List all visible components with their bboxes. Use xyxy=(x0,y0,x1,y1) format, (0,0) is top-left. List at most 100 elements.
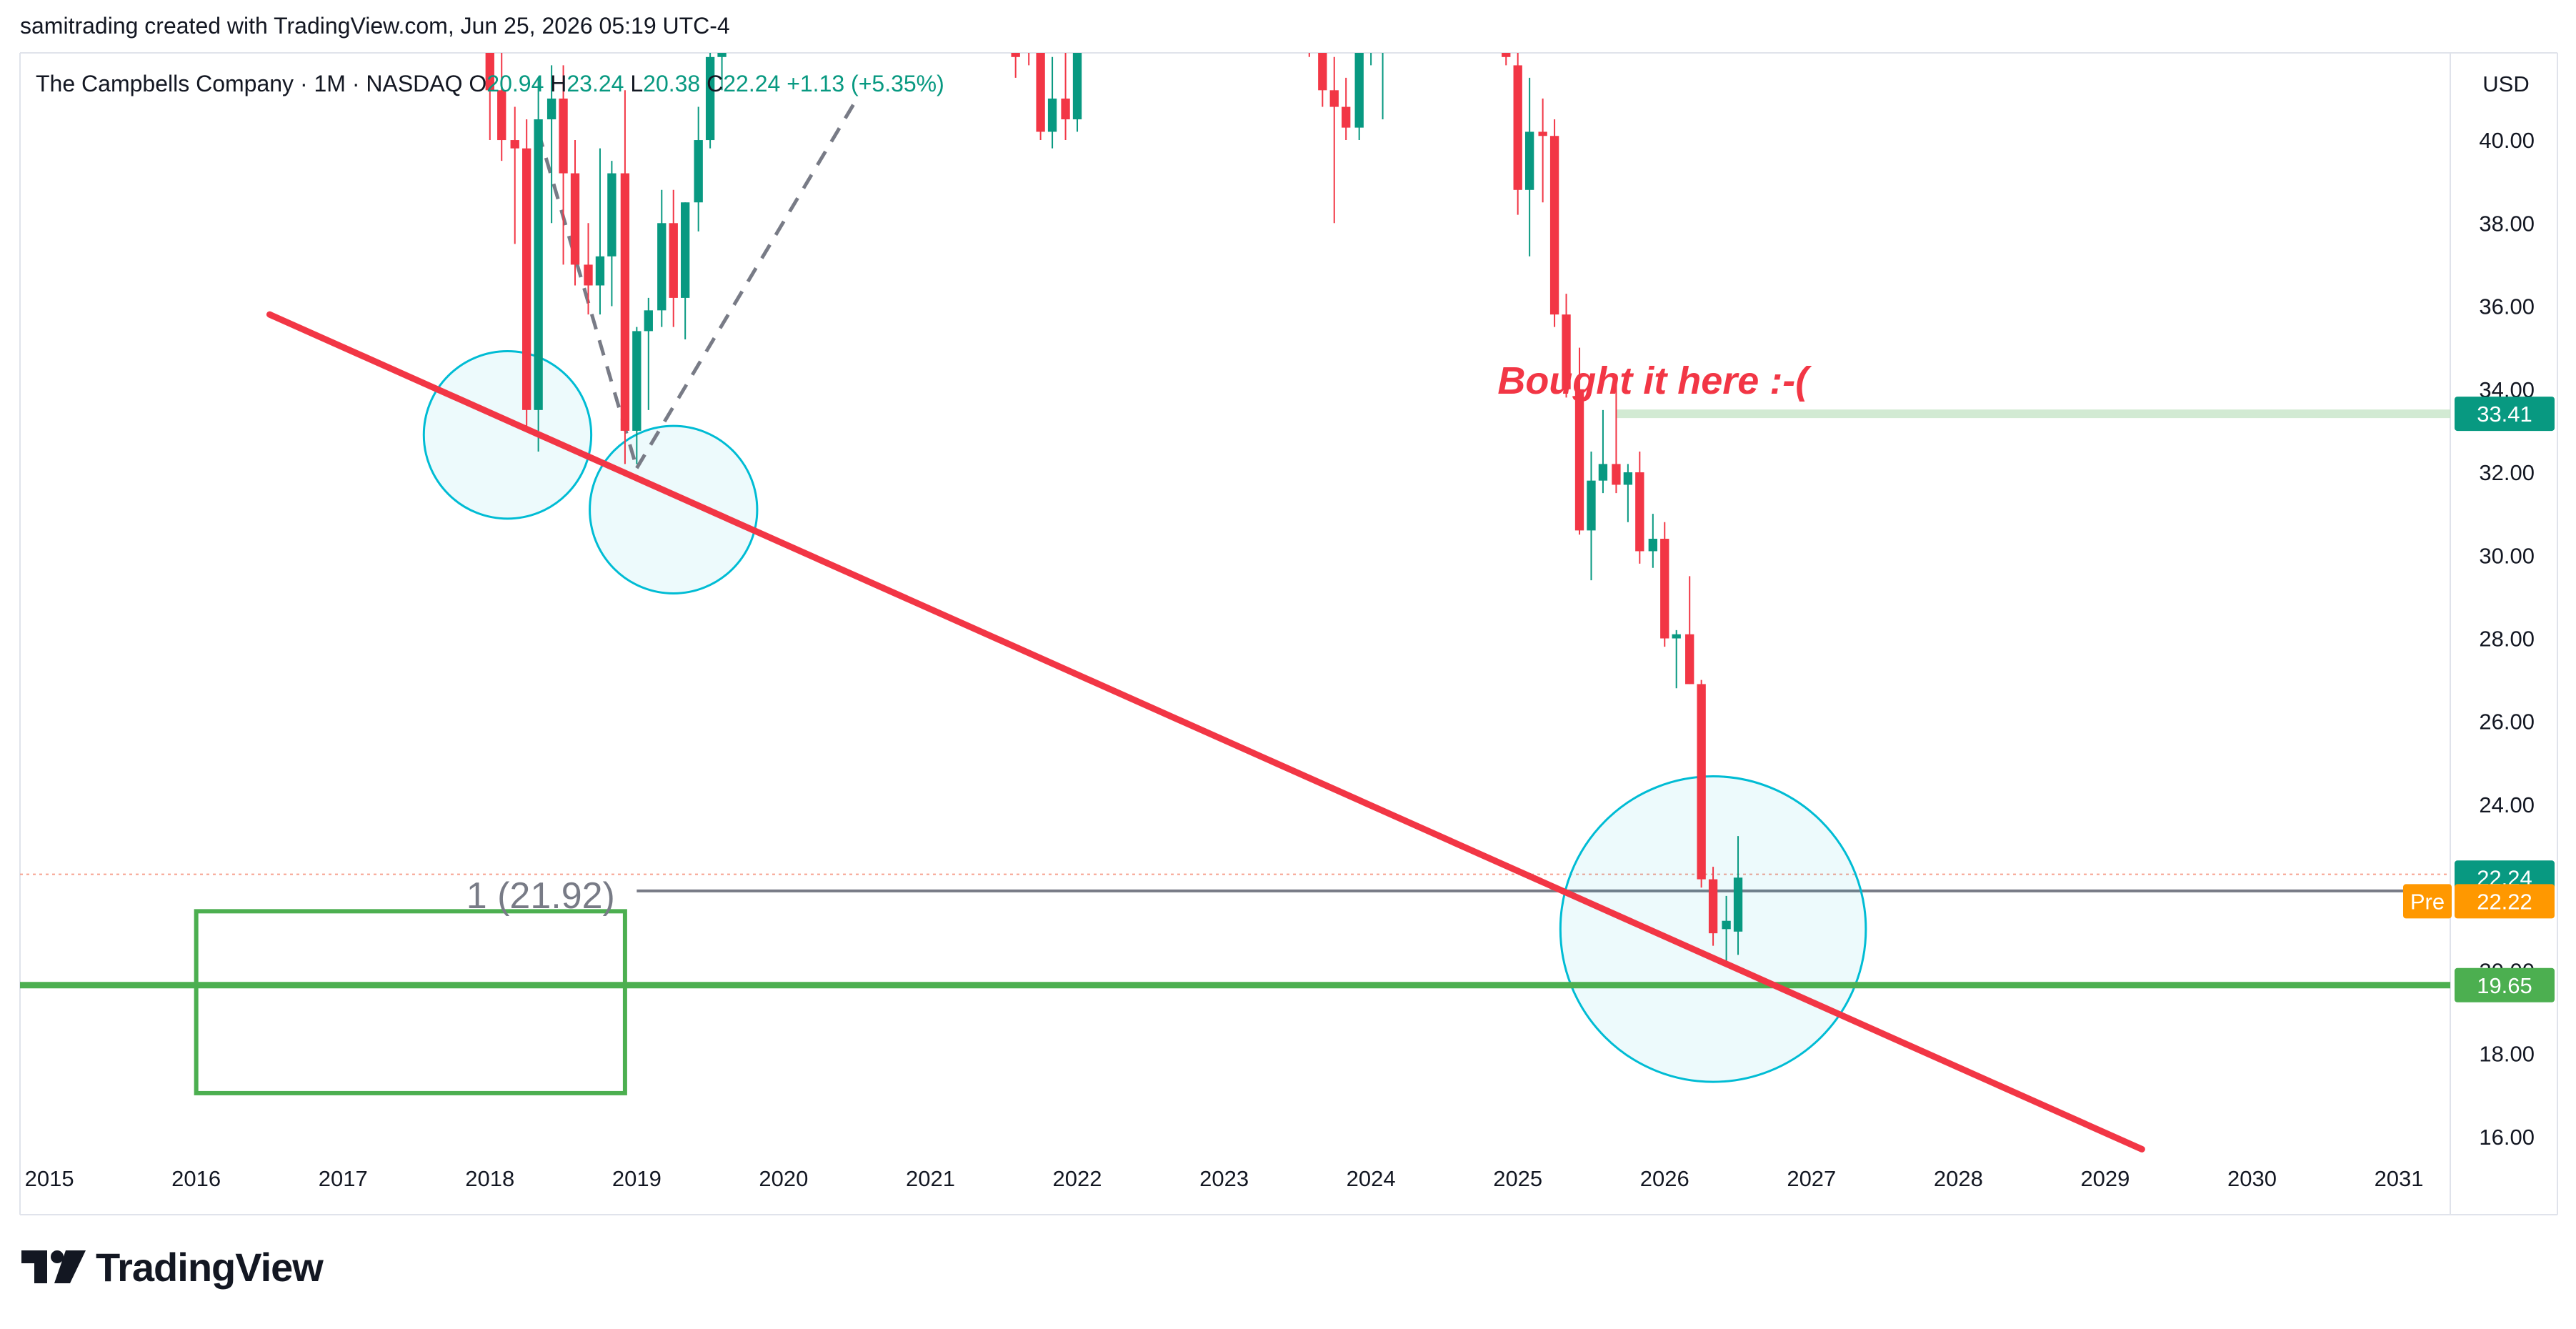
candle-body xyxy=(1612,464,1621,485)
x-tick-label: 2023 xyxy=(1199,1166,1249,1191)
support-price-tag-label: 19.65 xyxy=(2477,973,2532,998)
candle-body xyxy=(485,53,494,91)
highlight-circle xyxy=(589,424,759,594)
chart-header: samitrading created with TradingView.com… xyxy=(20,13,730,39)
annotation-text: Bought it here :-( xyxy=(1497,359,1812,402)
candle-body xyxy=(1538,131,1547,136)
tradingview-logo[interactable]: TradingView xyxy=(21,1242,324,1292)
legend-c-label: C xyxy=(707,71,723,96)
legend-c-value: 22.24 xyxy=(723,71,787,96)
candle-body xyxy=(1024,16,1033,49)
candle-body xyxy=(1305,24,1314,49)
highlight-circle xyxy=(422,350,593,520)
candle-body xyxy=(522,148,531,410)
entry-price-tag-label: 33.41 xyxy=(2477,402,2532,427)
candle-body xyxy=(1011,53,1020,57)
trend-line xyxy=(266,311,2145,1153)
candle-body xyxy=(1329,90,1339,107)
plot-area: 1 (21.92) Bought it here :-( xyxy=(20,7,2450,1153)
candle-body xyxy=(1502,53,1511,57)
candle-body xyxy=(657,223,667,311)
candle-body xyxy=(1598,464,1608,481)
x-tick-label: 2026 xyxy=(1640,1166,1689,1191)
candle-body xyxy=(1733,877,1743,932)
pre-price-tag xyxy=(2455,884,2555,919)
x-tick-label: 2024 xyxy=(1347,1166,1396,1191)
y-tick-label: 24.00 xyxy=(2479,792,2535,817)
candle-body xyxy=(607,173,616,257)
dashed-trend-line xyxy=(635,97,859,469)
candle-body xyxy=(546,98,556,119)
y-tick-label: 26.00 xyxy=(2479,710,2535,735)
y-tick-label: 36.00 xyxy=(2479,294,2535,319)
measure-box-label: 1 (21.92) xyxy=(466,875,615,917)
candle-body xyxy=(717,53,727,57)
x-tick-label: 2030 xyxy=(2227,1166,2277,1191)
x-tick-label: 2029 xyxy=(2080,1166,2130,1191)
candle-body xyxy=(1574,389,1584,531)
legend-l-value: 20.38 xyxy=(643,71,707,96)
candle-body xyxy=(1623,472,1633,485)
candle-body xyxy=(1513,65,1522,190)
y-tick-label: 18.00 xyxy=(2479,1042,2535,1067)
y-tick-label: 38.00 xyxy=(2479,211,2535,236)
x-tick-label: 2016 xyxy=(171,1166,221,1191)
candle-body xyxy=(1648,539,1657,552)
candle-body xyxy=(595,256,605,286)
y-tick-label: 28.00 xyxy=(2479,626,2535,651)
candle-body xyxy=(534,119,543,410)
y-tick-label: 30.00 xyxy=(2479,543,2535,568)
x-tick-label: 2025 xyxy=(1493,1166,1542,1191)
candle-body xyxy=(497,90,506,141)
candle-body xyxy=(1354,53,1364,128)
legend-o-value: 20.94 xyxy=(486,71,550,96)
candle-body xyxy=(620,173,630,431)
x-tick-label: 2015 xyxy=(25,1166,74,1191)
candle-body xyxy=(1685,634,1694,685)
candle-body xyxy=(644,310,653,332)
entry-price-tag xyxy=(2455,397,2555,432)
candle-body xyxy=(669,223,678,298)
legend-change: +1.13 (+5.35%) xyxy=(787,71,944,96)
x-tick-label: 2028 xyxy=(1934,1166,1983,1191)
support-price-tag xyxy=(2455,967,2555,1002)
currency-label: USD xyxy=(2482,71,2529,96)
legend-h-value: 23.24 xyxy=(566,71,630,96)
candle-body xyxy=(1524,131,1534,190)
candle-body xyxy=(570,173,580,265)
candle-body xyxy=(1061,98,1070,119)
candle-body xyxy=(1072,53,1082,119)
candle-body xyxy=(694,140,703,203)
candle-body xyxy=(705,56,715,141)
candle-body xyxy=(1342,106,1351,128)
legend-l-label: L xyxy=(630,71,643,96)
candle-body xyxy=(1562,314,1571,389)
candle-body xyxy=(632,331,641,431)
x-tick-label: 2027 xyxy=(1787,1166,1836,1191)
pre-badge-label: Pre xyxy=(2410,889,2445,914)
candle-body xyxy=(1036,53,1045,132)
legend-symbol: The Campbells Company · 1M · NASDAQ xyxy=(36,71,469,96)
candle-body xyxy=(1378,7,1387,16)
y-tick-label: 40.00 xyxy=(2479,128,2535,153)
candle-body xyxy=(1708,879,1718,934)
dashed-trend-line xyxy=(536,131,639,469)
candle-body xyxy=(1722,920,1731,930)
measure-box xyxy=(194,909,627,1095)
candle-body xyxy=(1047,98,1057,132)
x-tick-label: 2020 xyxy=(759,1166,808,1191)
tradingview-logo-icon xyxy=(21,1250,86,1283)
candle-body xyxy=(584,264,593,286)
x-tick-label: 2021 xyxy=(906,1166,955,1191)
candle-body xyxy=(1587,480,1596,531)
x-tick-label: 2018 xyxy=(465,1166,514,1191)
y-tick-label: 32.00 xyxy=(2479,460,2535,485)
y-tick-label: 16.00 xyxy=(2479,1125,2535,1150)
candle-body xyxy=(1367,16,1375,36)
x-tick-label: 2031 xyxy=(2375,1166,2424,1191)
candle-body xyxy=(1660,539,1669,639)
x-tick-label: 2017 xyxy=(319,1166,368,1191)
pre-price-tag-label: 22.22 xyxy=(2477,889,2532,914)
candle-body xyxy=(1318,53,1327,91)
